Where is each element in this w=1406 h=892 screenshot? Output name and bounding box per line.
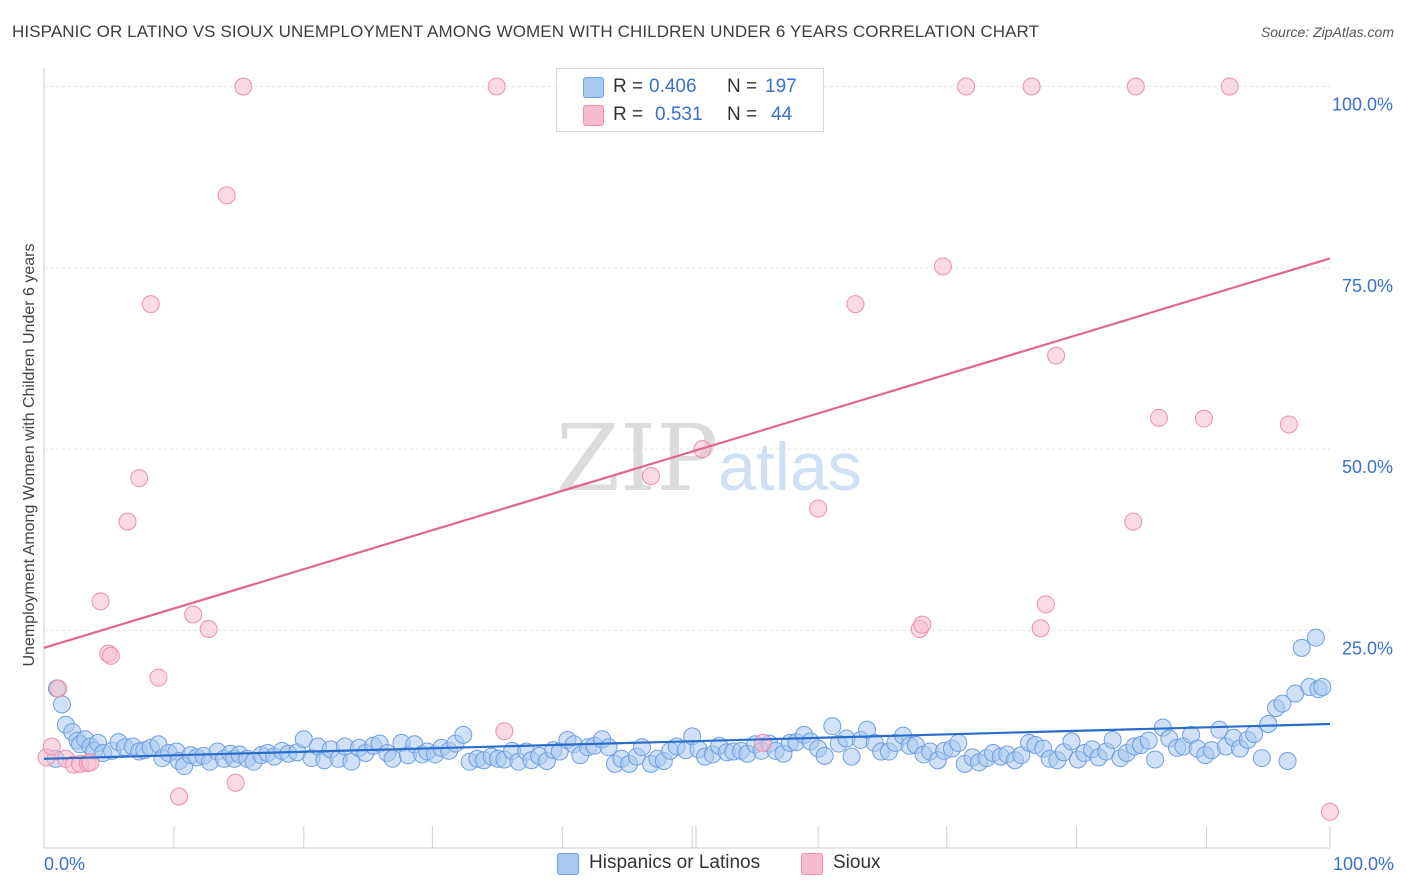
point-sioux — [1149, 408, 1168, 427]
stats-r-value: 0.406 — [649, 76, 697, 97]
trend-layer — [43, 257, 1331, 760]
point-sioux — [226, 773, 245, 792]
point-sioux — [933, 257, 952, 276]
point-hispanic — [454, 725, 473, 744]
watermark: ZIP atlas — [556, 405, 862, 512]
y-tick-label: 75.0% — [1342, 276, 1393, 296]
stats-row-sioux: R = 0.531 N = 44 — [557, 102, 823, 130]
point-hispanic — [1210, 720, 1229, 739]
point-sioux — [199, 619, 218, 638]
point-hispanic — [1278, 751, 1297, 770]
point-hispanic — [1252, 749, 1271, 768]
point-sioux — [1031, 619, 1050, 638]
point-hispanic — [949, 733, 968, 752]
point-hispanic — [632, 738, 651, 757]
legend-label-sioux: Sioux — [833, 852, 881, 873]
point-sioux — [1047, 346, 1066, 365]
point-sioux — [1194, 409, 1213, 428]
point-sioux — [846, 295, 865, 314]
trend-line-sioux — [43, 257, 1331, 649]
point-sioux — [101, 646, 120, 665]
point-hispanic — [1273, 694, 1292, 713]
point-hispanic — [1103, 730, 1122, 749]
chart-title: HISPANIC OR LATINO VS SIOUX UNEMPLOYMENT… — [12, 22, 1040, 41]
point-sioux — [753, 733, 772, 752]
point-sioux — [487, 77, 506, 96]
point-hispanic — [842, 747, 861, 766]
point-hispanic — [342, 752, 361, 771]
watermark-zip: ZIP — [556, 405, 718, 512]
point-hispanic — [1139, 731, 1158, 750]
point-hispanic — [383, 749, 402, 768]
tick-label-layer: 25.0% 50.0% 75.0% 100.0% 0.0% 100.0% — [44, 95, 1394, 874]
point-sioux — [1220, 77, 1239, 96]
legend-label-hispanic: Hispanics or Latinos — [589, 852, 761, 873]
point-sioux — [184, 605, 203, 624]
point-hispanic — [1292, 638, 1311, 657]
stats-r-value: 0.531 — [655, 104, 703, 125]
point-hispanic — [1313, 677, 1332, 696]
x-tick-label: 100.0% — [1333, 854, 1394, 874]
point-sioux — [1321, 802, 1339, 821]
axis-layer — [43, 68, 1331, 849]
point-hispanic — [1245, 725, 1264, 744]
y-tick-label: 50.0% — [1342, 457, 1393, 477]
point-sioux — [495, 722, 514, 741]
point-sioux — [141, 295, 160, 314]
point-sioux — [91, 592, 110, 611]
point-sioux — [118, 512, 137, 531]
point-hispanic — [1259, 714, 1278, 733]
point-sioux — [1022, 77, 1041, 96]
stats-n-value: 197 — [765, 76, 797, 97]
point-sioux — [641, 466, 660, 485]
stats-n-label: N = — [727, 104, 758, 125]
stats-swatch-hispanic — [583, 77, 604, 98]
y-tick-label: 100.0% — [1332, 95, 1393, 115]
stats-n-value: 44 — [771, 104, 793, 125]
legend-swatch-hispanic — [557, 853, 579, 875]
legend-item-hispanic[interactable]: Hispanics or Latinos — [557, 852, 777, 876]
point-sioux — [957, 77, 976, 96]
stats-swatch-sioux — [583, 105, 604, 126]
stats-row-hispanic: R = 0.406 N = 197 — [557, 74, 823, 102]
point-hispanic — [294, 730, 313, 749]
stats-r-label: R = — [613, 104, 644, 125]
watermark-atlas: atlas — [718, 429, 862, 505]
point-sioux — [234, 77, 253, 96]
x-tick-label: 0.0% — [44, 854, 85, 874]
point-sioux — [49, 679, 68, 698]
stats-r-label: R = — [613, 76, 644, 97]
point-hispanic — [1062, 732, 1081, 751]
point-sioux — [149, 668, 168, 687]
point-sioux — [217, 186, 236, 205]
point-hispanic — [823, 717, 842, 736]
stats-n-label: N = — [727, 76, 758, 97]
point-sioux — [1124, 512, 1143, 531]
chart-source: Source: ZipAtlas.com — [1260, 24, 1394, 40]
point-hispanic — [53, 695, 72, 714]
legend-item-sioux[interactable]: Sioux — [801, 852, 901, 876]
y-tick-label: 25.0% — [1342, 638, 1393, 658]
point-sioux — [170, 787, 189, 806]
point-sioux — [1279, 415, 1298, 434]
stats-box: R = 0.406 N = 197 R = 0.531 N = 44 — [556, 68, 824, 132]
point-hispanic — [1146, 750, 1165, 769]
point-sioux — [1036, 595, 1055, 614]
grid-layer — [44, 86, 1330, 631]
point-sioux — [130, 469, 149, 488]
point-sioux — [913, 615, 932, 634]
trend-line-hispanic — [43, 722, 1331, 760]
point-sioux — [809, 499, 828, 518]
point-sioux — [1126, 77, 1145, 96]
legend-swatch-sioux — [801, 853, 823, 875]
point-hispanic — [815, 746, 834, 765]
point-sioux — [42, 737, 61, 756]
point-hispanic — [1306, 628, 1325, 647]
